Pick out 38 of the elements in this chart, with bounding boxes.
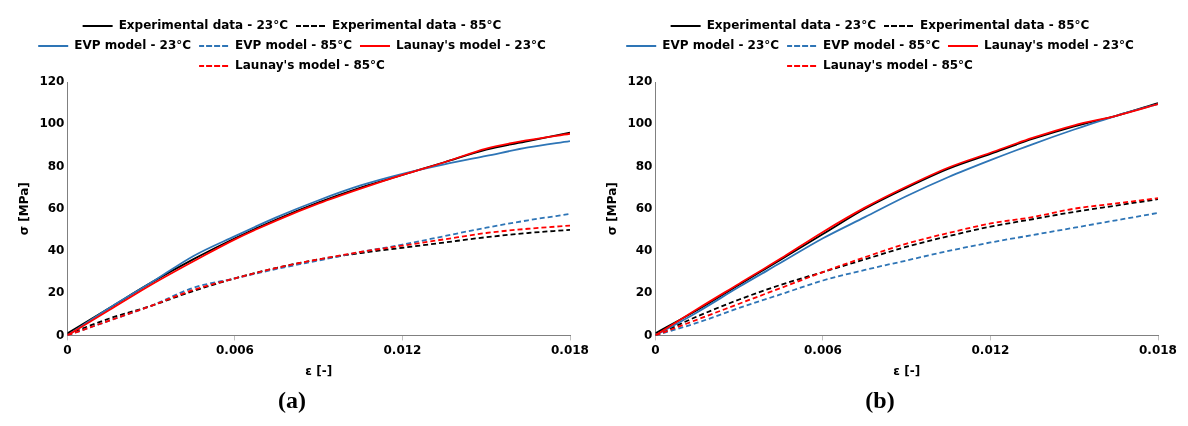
y-tick-label: 60: [635, 200, 653, 215]
y-tick-label: 40: [47, 243, 65, 258]
x-tick-label: 0.006: [803, 342, 842, 357]
text: (b): [865, 386, 895, 413]
x-tick-label: 0.018: [1139, 342, 1177, 357]
legend-label: Launay's model - 85°C: [235, 58, 386, 73]
x-tick-label: 0.018: [551, 342, 589, 357]
y-tick-label: 40: [635, 243, 653, 258]
legend-label: Launay's model - 23°C: [395, 38, 546, 53]
y-tick-label: 120: [39, 74, 65, 89]
y-tick-label: 100: [39, 116, 65, 131]
y-tick-label: 20: [47, 285, 65, 300]
legend-label: Experimental data - 23°C: [118, 18, 289, 33]
legend-label: Experimental data - 23°C: [706, 18, 877, 33]
x-tick-label: 0.012: [383, 342, 422, 357]
y-tick-label: 80: [47, 158, 65, 173]
legend-label: Launay's model - 23°C: [983, 38, 1134, 53]
x-tick-label: 0.012: [971, 342, 1010, 357]
y-axis-title: σ [MPa]: [605, 182, 620, 236]
legend-label: Experimental data - 85°C: [332, 18, 502, 33]
legend-label: EVP model - 23°C: [74, 38, 192, 53]
legend-label: EVP model - 85°C: [235, 38, 353, 53]
legend-label: Experimental data - 85°C: [920, 18, 1090, 33]
y-tick-label: 0: [644, 327, 653, 342]
legend-label: EVP model - 23°C: [662, 38, 780, 53]
y-tick-label: 0: [56, 327, 65, 342]
text: (a): [278, 386, 306, 413]
legend-label: EVP model - 85°C: [823, 38, 941, 53]
y-tick-label: 60: [47, 200, 65, 215]
y-tick-label: 120: [627, 74, 653, 89]
y-tick-label: 80: [635, 158, 653, 173]
x-axis-title: ε [-]: [893, 364, 921, 379]
y-axis-title: σ [MPa]: [17, 182, 32, 236]
y-tick-label: 20: [635, 285, 653, 300]
x-axis-title: ε [-]: [305, 364, 333, 379]
legend-label: Launay's model - 85°C: [823, 58, 974, 73]
x-tick-label: 0.006: [215, 342, 254, 357]
y-tick-label: 100: [627, 116, 653, 131]
